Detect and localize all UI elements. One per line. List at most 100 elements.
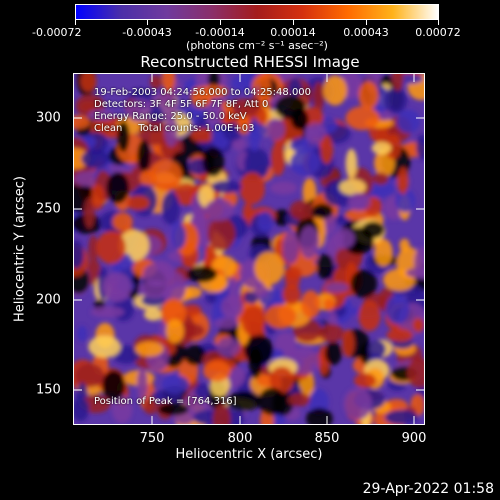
intensity-blob (88, 109, 114, 121)
intensity-blob (289, 200, 313, 220)
intensity-blob (150, 74, 162, 90)
intensity-blob (249, 118, 261, 152)
intensity-blob (258, 74, 272, 106)
intensity-blob (74, 397, 90, 422)
intensity-blob (350, 269, 378, 298)
intensity-blob (264, 304, 297, 329)
intensity-blob (161, 375, 190, 394)
y-axis-label: Heliocentric Y (arcsec) (12, 176, 28, 322)
intensity-blob (126, 195, 150, 211)
intensity-blob (333, 228, 355, 249)
intensity-blob (216, 337, 240, 357)
intensity-blob (75, 363, 105, 388)
info-detectors: Detectors: 3F 4F 5F 6F 7F 8F, Att 0 (94, 99, 269, 110)
intensity-blob (207, 216, 236, 251)
intensity-blob (405, 267, 424, 279)
intensity-blob (144, 308, 163, 321)
colorbar-tick-label: 0.00043 (343, 26, 389, 39)
colorbar-tick-label: -0.00014 (195, 26, 245, 39)
info-energy-range: Energy Range: 25.0 - 50.0 keV (94, 111, 247, 122)
intensity-blob (211, 180, 242, 194)
reconstructed-image (74, 74, 424, 424)
colorbar-tick-label: 0.00072 (415, 26, 461, 39)
intensity-blob (186, 265, 218, 283)
intensity-blob (111, 395, 133, 424)
colorbar-units: (photons cm⁻² s⁻¹ asec⁻²) (186, 39, 328, 52)
intensity-blob (339, 179, 367, 196)
intensity-blob (81, 149, 110, 169)
info-clean-counts: Clean Total counts: 1.00E+03 (94, 123, 255, 134)
x-tick-label: 850 (314, 431, 340, 446)
x-axis-label: Heliocentric X (arcsec) (175, 447, 323, 462)
intensity-blob (88, 335, 121, 358)
intensity-blob (354, 373, 377, 389)
intensity-blob (137, 139, 151, 172)
intensity-blob (212, 403, 231, 424)
x-tick-label: 900 (401, 431, 427, 446)
intensity-blob (288, 392, 311, 407)
intensity-blob (287, 78, 302, 97)
intensity-blob (102, 272, 132, 303)
intensity-blob (102, 370, 125, 402)
intensity-blob (138, 120, 172, 146)
intensity-blob (395, 189, 416, 213)
intensity-blob (323, 298, 335, 312)
intensity-blob (391, 74, 404, 92)
intensity-blob (194, 383, 210, 400)
intensity-blob (258, 387, 286, 416)
colorbar-tick-label: -0.00043 (122, 26, 172, 39)
intensity-blob (274, 95, 306, 120)
intensity-blob (374, 238, 393, 267)
intensity-blob (271, 141, 286, 176)
intensity-blob (358, 300, 381, 332)
intensity-blob (306, 407, 333, 424)
intensity-blob (254, 251, 285, 285)
intensity-blob (161, 74, 176, 93)
intensity-blob (181, 304, 202, 317)
intensity-blob (96, 231, 126, 264)
x-tick-label: 800 (227, 431, 253, 446)
intensity-blob (160, 298, 187, 328)
intensity-blob (228, 98, 261, 116)
intensity-blob (126, 98, 153, 122)
colorbar (75, 4, 439, 20)
intensity-blob (117, 121, 130, 152)
intensity-blob (112, 212, 133, 231)
intensity-blob (372, 172, 389, 185)
image-title: Reconstructed RHESSI Image (140, 53, 360, 71)
intensity-blob (324, 341, 342, 366)
intensity-blob (91, 184, 105, 210)
intensity-blob (202, 146, 225, 177)
intensity-blob (313, 81, 325, 112)
y-tick-label: 200 (36, 292, 61, 308)
intensity-blob (88, 235, 99, 263)
intensity-blob (289, 149, 321, 176)
intensity-blob (368, 339, 387, 359)
intensity-blob (299, 225, 320, 259)
colorbar-tick-label: -0.00072 (32, 26, 82, 39)
intensity-blob (237, 114, 251, 135)
intensity-blob (320, 135, 333, 164)
intensity-blob (386, 328, 413, 342)
intensity-blob (282, 284, 301, 305)
intensity-blob (243, 335, 274, 365)
colorbar-tick (75, 20, 76, 25)
intensity-blob (244, 148, 270, 180)
intensity-blob (206, 100, 224, 126)
intensity-blob (269, 181, 298, 195)
intensity-blob (184, 344, 206, 366)
intensity-blob (214, 317, 238, 329)
intensity-blob (300, 290, 321, 319)
intensity-blob (253, 285, 269, 298)
intensity-blob (241, 305, 266, 336)
intensity-blob (84, 197, 95, 229)
intensity-blob (190, 127, 215, 143)
colorbar-tick (438, 20, 439, 25)
intensity-blob (158, 403, 189, 416)
intensity-blob (282, 230, 300, 264)
intensity-blob (134, 341, 164, 357)
intensity-blob (80, 74, 97, 92)
intensity-blob (74, 240, 84, 269)
intensity-blob (361, 221, 385, 239)
